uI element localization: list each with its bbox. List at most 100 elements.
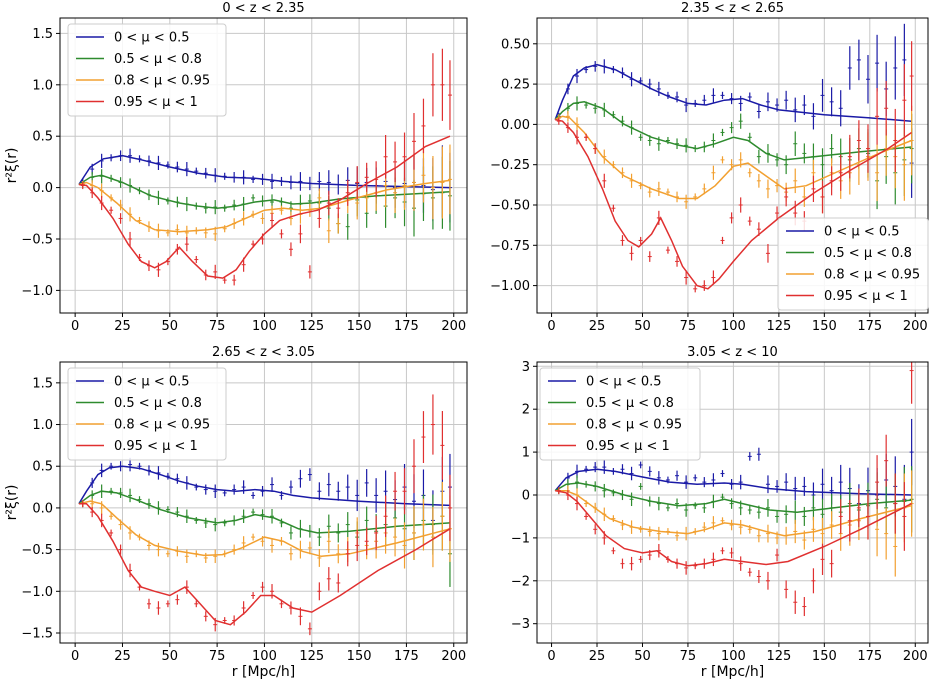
legend-label: 0 < μ < 0.5	[586, 375, 662, 390]
data-point	[584, 465, 589, 473]
y-axis-label: r²ξ(r)	[4, 148, 20, 184]
series-1	[78, 145, 452, 223]
data-point	[720, 236, 725, 245]
y-tick-label: −0.50	[490, 198, 530, 213]
data-point	[756, 173, 761, 188]
data-point	[820, 78, 825, 112]
x-tick-label: 150	[347, 649, 372, 664]
data-point	[440, 146, 445, 219]
data-point	[584, 513, 589, 520]
data-point	[402, 522, 407, 569]
data-point	[829, 549, 834, 578]
data-point	[430, 53, 435, 117]
data-point	[307, 622, 312, 636]
data-point	[629, 556, 634, 571]
data-point	[175, 473, 180, 484]
data-point	[775, 206, 780, 220]
data-point	[241, 509, 246, 524]
data-point	[875, 34, 880, 92]
data-point	[893, 108, 898, 173]
data-point	[393, 141, 398, 183]
data-point	[307, 265, 312, 279]
data-point	[738, 113, 743, 129]
data-point	[326, 190, 331, 216]
legend: 0 < μ < 0.5 0.5 < μ < 0.8 0.8 < μ < 0.95 0.…	[67, 23, 227, 117]
data-point	[421, 498, 426, 551]
data-point	[156, 542, 161, 557]
data-point	[875, 502, 880, 557]
x-tick-label: 175	[394, 319, 419, 334]
data-point	[902, 64, 907, 137]
legend-entry: 0.95 < μ < 1	[76, 95, 198, 110]
series-2	[554, 96, 914, 210]
x-tick-label: 25	[114, 319, 131, 334]
data-point	[213, 484, 218, 498]
data-point	[402, 132, 407, 181]
data-point	[793, 168, 798, 194]
data-point	[656, 496, 661, 511]
data-point	[175, 594, 180, 605]
data-point	[811, 495, 816, 521]
data-point	[440, 411, 445, 480]
x-tick-label: 25	[114, 649, 131, 664]
data-point	[647, 466, 652, 477]
data-point	[109, 529, 114, 537]
y-tick-label: −1.5	[21, 626, 53, 641]
data-point	[775, 179, 780, 193]
data-point	[838, 90, 843, 127]
x-tick-label: 75	[209, 649, 226, 664]
data-point	[711, 473, 716, 487]
data-point	[194, 600, 199, 608]
legend-label: 0.8 < μ < 0.95	[114, 74, 210, 89]
series-4	[78, 394, 452, 636]
data-point	[729, 122, 734, 134]
legend-label: 0.8 < μ < 0.95	[824, 268, 920, 283]
data-point	[629, 492, 634, 507]
data-point	[345, 474, 350, 500]
x-tick-label: 150	[812, 649, 837, 664]
data-point	[270, 538, 275, 553]
data-point	[118, 487, 123, 498]
data-point	[765, 244, 770, 263]
data-point	[747, 92, 752, 102]
data-point	[665, 136, 670, 145]
data-point	[288, 547, 293, 561]
data-point	[820, 180, 825, 214]
data-point	[720, 128, 725, 137]
x-tick-label: 50	[634, 649, 651, 664]
x-tick-label: 50	[634, 319, 651, 334]
y-tick-label: −0.5	[21, 543, 53, 558]
data-point	[865, 55, 870, 104]
data-point	[811, 175, 816, 203]
data-point	[820, 543, 825, 575]
data-point	[802, 143, 807, 164]
data-point	[317, 172, 322, 191]
data-point	[756, 447, 761, 461]
data-point	[756, 104, 761, 119]
x-tick-label: 50	[162, 649, 179, 664]
data-point	[638, 483, 643, 490]
series-line	[555, 118, 913, 290]
data-point	[260, 212, 265, 224]
series-4	[555, 41, 914, 293]
data-point	[811, 516, 816, 542]
y-tick-label: 1.0	[32, 418, 53, 433]
data-point	[711, 270, 716, 285]
data-point	[326, 567, 331, 591]
series-line	[78, 490, 451, 534]
data-point	[326, 170, 331, 195]
x-tick-label: 200	[903, 319, 928, 334]
data-point	[203, 517, 208, 528]
y-tick-label: −0.75	[490, 239, 530, 254]
data-point	[638, 555, 643, 563]
data-point	[829, 87, 834, 117]
legend-label: 0.95 < μ < 1	[824, 289, 908, 304]
data-point	[364, 527, 369, 556]
axes-frame	[536, 17, 929, 314]
data-point	[802, 186, 807, 207]
data-point	[847, 46, 852, 90]
data-point	[793, 519, 798, 544]
legend-entry: 0.8 < μ < 0.95	[76, 418, 210, 433]
data-point	[336, 481, 341, 501]
data-point	[447, 60, 452, 130]
